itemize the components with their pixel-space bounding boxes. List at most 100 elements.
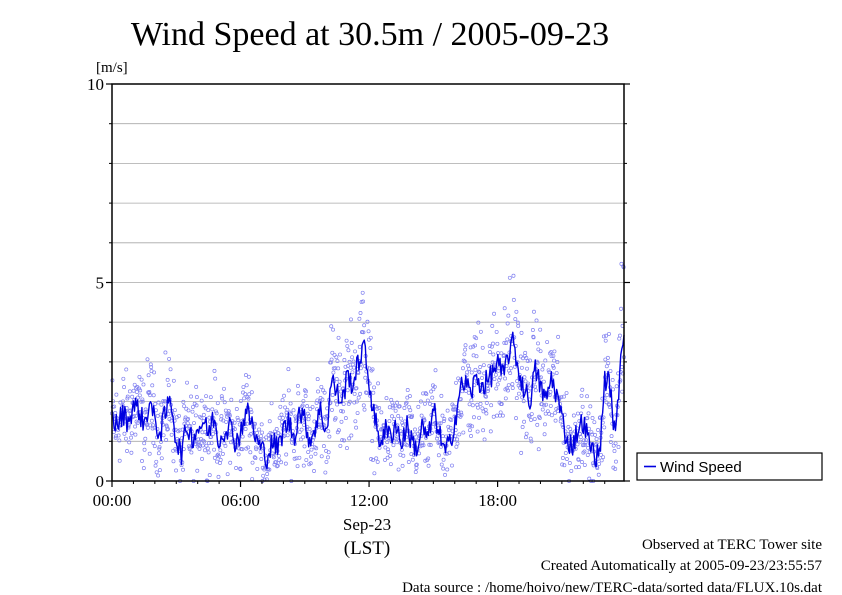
data-point	[484, 400, 489, 405]
data-point	[478, 401, 483, 406]
data-point	[250, 460, 255, 465]
data-point	[140, 397, 145, 402]
data-point	[443, 472, 447, 477]
data-point	[459, 410, 464, 415]
data-point	[222, 386, 226, 391]
data-point	[477, 415, 482, 420]
data-point	[164, 438, 169, 442]
data-point	[319, 384, 324, 389]
data-point	[566, 425, 571, 429]
data-point	[545, 340, 550, 344]
data-point	[240, 434, 245, 439]
data-point	[141, 382, 146, 387]
data-point	[174, 468, 178, 473]
data-point	[212, 447, 217, 452]
data-point	[151, 393, 156, 398]
data-point	[291, 408, 296, 413]
data-point	[517, 391, 521, 396]
data-point	[579, 393, 584, 398]
data-point	[368, 335, 373, 340]
data-point	[372, 471, 377, 476]
data-point	[441, 419, 446, 423]
data-point	[401, 453, 406, 458]
data-point	[277, 458, 282, 463]
data-point	[585, 416, 590, 421]
data-point	[279, 419, 284, 424]
data-point	[432, 384, 437, 389]
data-point	[128, 408, 133, 413]
data-point	[485, 389, 490, 393]
data-point	[218, 457, 223, 462]
data-point	[203, 406, 208, 411]
data-point	[578, 435, 583, 440]
data-point	[459, 412, 464, 417]
data-point	[142, 447, 147, 452]
data-point	[470, 424, 475, 429]
data-point	[588, 404, 593, 409]
data-point	[473, 367, 478, 372]
data-point	[397, 404, 402, 409]
axis-ticks: 0 5 10 00:00 06:00 12:00 18:00	[87, 75, 630, 510]
data-point	[200, 456, 204, 461]
data-point	[548, 403, 553, 408]
data-point	[334, 377, 339, 381]
data-point	[346, 348, 351, 353]
data-point	[416, 404, 421, 409]
data-point	[336, 335, 341, 340]
data-point	[505, 337, 510, 342]
data-point	[304, 389, 308, 394]
data-point	[213, 409, 218, 414]
data-point	[474, 354, 479, 359]
data-point	[306, 417, 311, 422]
data-point	[486, 387, 491, 392]
data-point	[496, 368, 501, 373]
data-point	[312, 469, 316, 473]
data-point	[171, 378, 176, 383]
data-point	[154, 470, 159, 475]
data-point	[333, 416, 338, 421]
data-point	[351, 365, 356, 370]
data-point	[564, 391, 569, 395]
data-point	[478, 329, 483, 334]
data-point	[530, 328, 535, 332]
data-point	[597, 461, 602, 466]
data-point	[546, 368, 551, 373]
data-point	[427, 442, 432, 447]
data-point	[224, 419, 229, 424]
data-point	[265, 472, 270, 476]
data-point	[393, 408, 398, 413]
series-line-group	[111, 331, 625, 470]
data-point	[518, 354, 523, 359]
data-point	[361, 330, 366, 335]
data-point	[292, 456, 297, 461]
data-point	[514, 396, 519, 401]
data-point	[370, 458, 375, 462]
data-point	[558, 419, 563, 424]
data-point	[129, 431, 134, 436]
data-point	[541, 379, 546, 384]
data-point	[275, 463, 280, 468]
data-point	[562, 394, 566, 399]
data-point	[383, 457, 387, 462]
data-point	[439, 393, 444, 398]
data-point	[563, 451, 568, 455]
data-point	[149, 418, 154, 423]
data-point	[282, 393, 286, 398]
data-point	[323, 470, 328, 475]
data-point	[604, 364, 609, 369]
data-point	[583, 440, 588, 445]
data-point	[122, 385, 127, 390]
data-point	[156, 473, 161, 478]
data-point	[252, 455, 257, 460]
data-point	[551, 365, 556, 370]
data-point	[616, 445, 621, 449]
data-point	[271, 455, 276, 460]
data-point	[306, 414, 311, 418]
data-point	[508, 366, 513, 371]
data-point	[240, 447, 245, 452]
data-point	[347, 436, 352, 441]
data-point	[193, 413, 198, 418]
data-point	[352, 391, 357, 396]
data-point	[441, 457, 446, 462]
footer-created: Created Automatically at 2005-09-23/23:5…	[541, 558, 823, 574]
